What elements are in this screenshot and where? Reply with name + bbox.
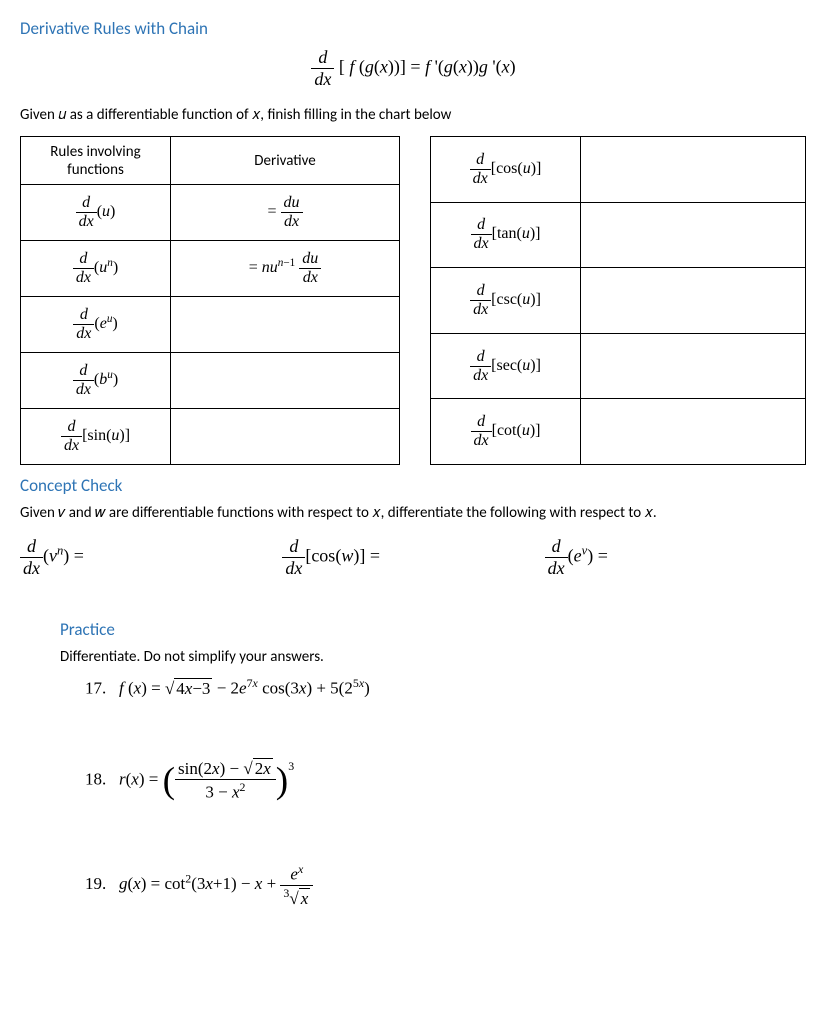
- table-row: ddx[csc(u)]: [431, 268, 806, 334]
- table-row: ddx(bu): [21, 353, 400, 409]
- deriv-cell: [581, 137, 806, 203]
- page-title: Derivative Rules with Chain: [20, 18, 807, 39]
- table-row: ddx[cot(u)]: [431, 399, 806, 465]
- deriv-cell: = dudx: [171, 185, 400, 241]
- rules-table-right: ddx[cos(u)] ddx[tan(u)] ddx[csc(u)] ddx[…: [430, 136, 806, 465]
- rule-cell: ddx(bu): [21, 353, 171, 409]
- rule-cell: ddx(eu): [21, 297, 171, 353]
- deriv-cell: [581, 399, 806, 465]
- problem-number: 19.: [85, 874, 106, 893]
- concept-check-intro: Given 𝑣 and 𝑤 are differentiable functio…: [20, 504, 807, 522]
- table-row: ddx[sin(u)]: [21, 409, 400, 465]
- tables-container: Rules involving functions Derivative ddx…: [20, 136, 807, 465]
- table-row: ddx(eu): [21, 297, 400, 353]
- rule-cell: ddx[cos(u)]: [431, 137, 581, 203]
- rule-cell: ddx(un): [21, 241, 171, 297]
- problem-number: 18.: [85, 769, 106, 788]
- deriv-cell: [581, 202, 806, 268]
- table-header-row: Rules involving functions Derivative: [21, 137, 400, 185]
- deriv-cell: [171, 409, 400, 465]
- table-row: ddx(u) = dudx: [21, 185, 400, 241]
- deriv-cell: [581, 268, 806, 334]
- intro-text: Given 𝑢 as a differentiable function of …: [20, 106, 807, 124]
- rule-cell: ddx(u): [21, 185, 171, 241]
- table-row: ddx[cos(u)]: [431, 137, 806, 203]
- deriv-cell: [171, 353, 400, 409]
- col-header: Derivative: [171, 137, 400, 185]
- rule-cell: ddx[csc(u)]: [431, 268, 581, 334]
- concept-item: ddx(ev) =: [545, 536, 807, 579]
- practice-problem: 18. r(x) = (sin(2x) − 2x3 − x2)3: [60, 759, 807, 803]
- concept-item: ddx(vn) =: [20, 536, 282, 579]
- deriv-cell: = nun−1 dudx: [171, 241, 400, 297]
- rule-cell: ddx[cot(u)]: [431, 399, 581, 465]
- concept-check-row: ddx(vn) = ddx[cos(w)] = ddx(ev) =: [20, 536, 807, 579]
- rule-cell: ddx[sec(u)]: [431, 333, 581, 399]
- practice-problem: 19. g(x) = cot2(3x+1) − x + ex3x: [60, 862, 807, 908]
- practice-instructions: Differentiate. Do not simplify your answ…: [60, 648, 807, 666]
- concept-check-title: Concept Check: [20, 475, 807, 496]
- rule-cell: ddx[sin(u)]: [21, 409, 171, 465]
- col-header: Rules involving functions: [21, 137, 171, 185]
- practice-title: Practice: [60, 619, 807, 640]
- problem-number: 17.: [85, 679, 106, 698]
- concept-item: ddx[cos(w)] =: [282, 536, 544, 579]
- deriv-cell: [581, 333, 806, 399]
- practice-block: Practice Differentiate. Do not simplify …: [20, 619, 807, 909]
- table-row: ddx[sec(u)]: [431, 333, 806, 399]
- practice-problem: 17. f (x) = 4x−3 − 2e7x cos(3x) + 5(25x): [60, 676, 807, 699]
- rules-table-left: Rules involving functions Derivative ddx…: [20, 136, 400, 465]
- chain-rule-formula: ddx [ f (g(x))] = f '(g(x))g '(x): [20, 47, 807, 90]
- table-row: ddx[tan(u)]: [431, 202, 806, 268]
- table-row: ddx(un) = nun−1 dudx: [21, 241, 400, 297]
- deriv-cell: [171, 297, 400, 353]
- rule-cell: ddx[tan(u)]: [431, 202, 581, 268]
